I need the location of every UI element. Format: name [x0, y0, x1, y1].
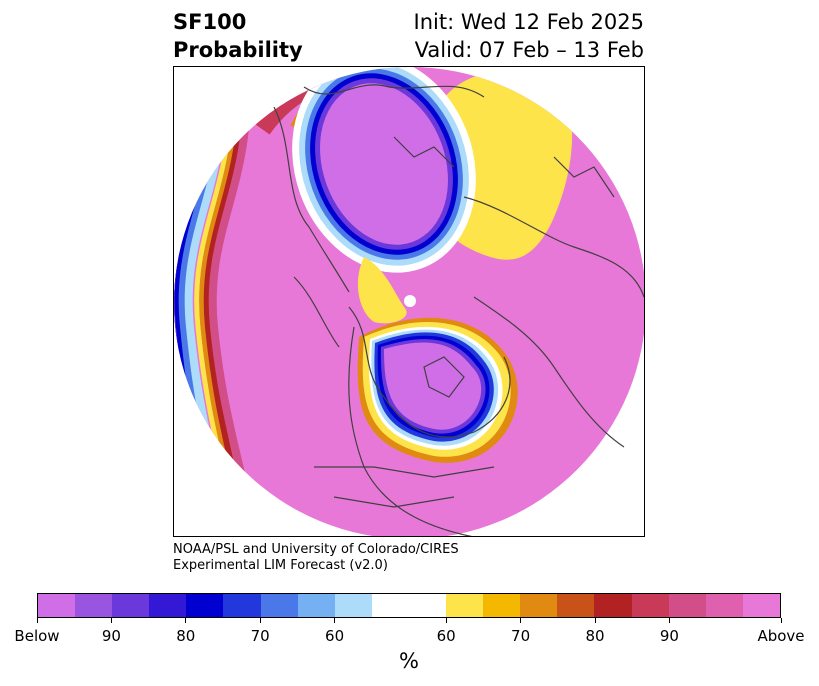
credit-line-1: NOAA/PSL and University of Colorado/CIRE…	[173, 542, 459, 557]
colorbar-above-1	[483, 594, 521, 617]
colorbar-tick-label: 80	[176, 627, 196, 645]
colorbar-tick	[668, 618, 670, 623]
colorbar-neutral	[371, 594, 447, 617]
colorbar-tick	[594, 618, 596, 623]
title-right: Init: Wed 12 Feb 2025 Valid: 07 Feb – 13…	[414, 8, 644, 64]
valid-range: Valid: 07 Feb – 13 Feb	[414, 38, 644, 62]
colorbar-tick	[185, 618, 187, 623]
colorbar-tick	[259, 618, 261, 623]
colorbar-tick-label: 60	[325, 627, 345, 645]
colorbar-tick-label: 80	[585, 627, 605, 645]
colorbar-tick-label: 70	[511, 627, 531, 645]
colorbar-tick	[780, 618, 782, 623]
colorbar-tick-label: Below	[14, 627, 60, 645]
colorbar-above-3	[557, 594, 595, 617]
colorbar-unit: %	[399, 649, 419, 673]
colorbar-below-3	[149, 594, 187, 617]
colorbar-tick-label: 90	[101, 627, 121, 645]
polar-map	[174, 67, 644, 536]
title-left: SF100 Probability	[173, 8, 303, 64]
colorbar-below-4	[186, 594, 224, 617]
colorbar-tick-label: Above	[757, 627, 805, 645]
colorbar-below-0	[38, 594, 76, 617]
colorbar-above-2	[520, 594, 558, 617]
north-america-below-lobe	[357, 317, 518, 463]
colorbar-tick	[520, 618, 522, 623]
colorbar-below-2	[112, 594, 150, 617]
colorbar	[37, 593, 781, 618]
colorbar-above-5	[631, 594, 669, 617]
colorbar-tick	[334, 618, 336, 623]
colorbar-below-7	[297, 594, 335, 617]
north-pole-dot	[404, 295, 416, 307]
colorbar-tick-label: 90	[659, 627, 679, 645]
colorbar-tick	[110, 618, 112, 623]
colorbar-tick	[36, 618, 38, 623]
coastlines	[273, 84, 644, 536]
colorbar-above-6	[668, 594, 706, 617]
credit-text: NOAA/PSL and University of Colorado/CIRE…	[173, 542, 459, 574]
colorbar-above-8	[742, 594, 780, 617]
map-panel	[173, 66, 645, 537]
eurasia-below-lobe	[292, 67, 573, 273]
colorbar-tick-label: 60	[436, 627, 456, 645]
init-date: Init: Wed 12 Feb 2025	[413, 10, 644, 34]
colorbar-above-7	[705, 594, 743, 617]
colorbar-below-1	[75, 594, 113, 617]
colorbar-below-5	[223, 594, 261, 617]
colorbar-below-6	[260, 594, 298, 617]
colorbar-below-8	[334, 594, 372, 617]
colorbar-above-0	[446, 594, 484, 617]
credit-line-2: Experimental LIM Forecast (v2.0)	[173, 558, 388, 573]
colorbar-tick-label: 70	[250, 627, 270, 645]
mid-yellow-core	[357, 257, 416, 324]
variable-name: SF100	[173, 10, 247, 34]
colorbar-tick	[445, 618, 447, 623]
product-type: Probability	[173, 38, 303, 62]
colorbar-above-4	[594, 594, 632, 617]
